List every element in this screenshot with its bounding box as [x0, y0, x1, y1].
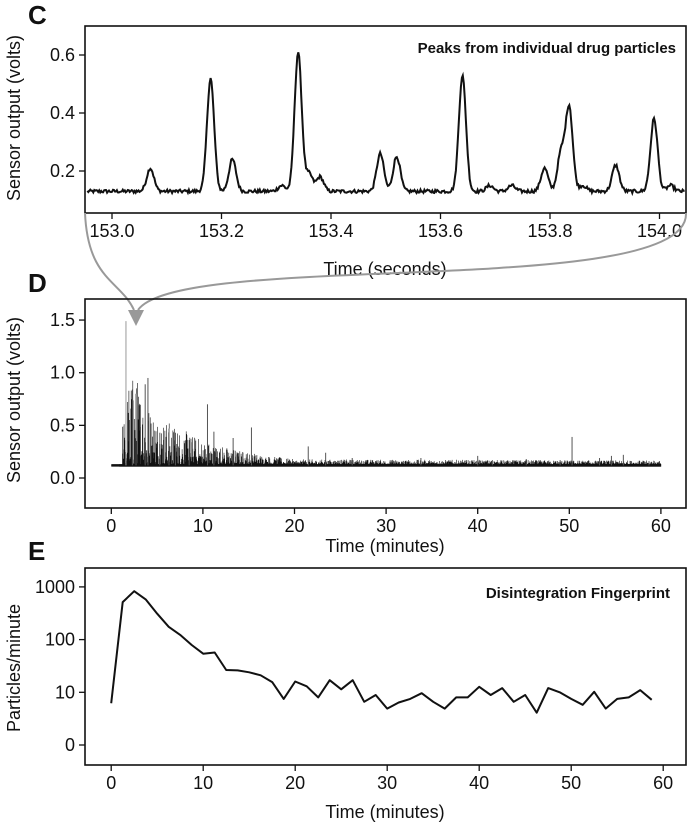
panel-e-title: Disintegration Fingerprint — [486, 585, 670, 602]
panel-label-e: E — [28, 536, 45, 566]
panel-e-ytick-label: 0 — [65, 735, 75, 755]
panel-e-ytick-label: 100 — [45, 630, 75, 650]
panel-d-ylabel: Sensor output (volts) — [4, 317, 24, 483]
panel-c-ytick-label: 0.2 — [50, 161, 75, 181]
panel-c-signal-line — [86, 52, 685, 197]
panel-d-xtick-label: 40 — [468, 516, 488, 536]
panel-d-ytick-label: 1.0 — [50, 363, 75, 383]
panel-c-title: Peaks from individual drug particles — [418, 40, 676, 57]
panel-c-xtick-label: 153.6 — [418, 221, 463, 241]
panel-d-xtick-label: 10 — [193, 516, 213, 536]
panel-c: 153.0 153.2 153.4 153.6 153.8 154.0 0.2 0.4 0.6 — [50, 45, 685, 241]
panel-d-ytick-label: 0.5 — [50, 415, 75, 435]
arrowhead-icon — [128, 310, 144, 326]
panel-e-xtick-label: 50 — [561, 773, 581, 793]
panel-c-ylabel: Sensor output (volts) — [4, 35, 24, 201]
panel-d-xtick-label: 20 — [284, 516, 304, 536]
panel-d-xlabel: Time (minutes) — [325, 536, 444, 556]
panel-d-signal-trace — [111, 380, 662, 467]
panel-d-frame — [84, 298, 687, 509]
panel-e-xtick-label: 20 — [285, 773, 305, 793]
panel-d-xtick-label: 50 — [559, 516, 579, 536]
panel-c-xtick-label: 153.2 — [199, 221, 244, 241]
panel-c-frame — [84, 25, 687, 214]
panel-e-xtick-label: 10 — [193, 773, 213, 793]
panel-e-ylabel: Particles/minute — [4, 604, 24, 732]
panel-e: 0 10 20 30 40 50 60 0 10 100 1000 — [35, 577, 673, 793]
panel-d-xtick-label: 30 — [376, 516, 396, 536]
panel-d-xtick-label: 0 — [106, 516, 116, 536]
panel-c-xtick-label: 153.8 — [527, 221, 572, 241]
panel-e-xtick-label: 40 — [469, 773, 489, 793]
panel-c-xtick-label: 154.0 — [637, 221, 682, 241]
panel-e-xtick-label: 60 — [653, 773, 673, 793]
panel-d: 0 10 20 30 40 50 60 0.0 0.5 1.0 1.5 — [50, 310, 671, 536]
zoom-connector-left — [84, 212, 135, 311]
panel-e-frame — [84, 567, 687, 766]
panel-label-d: D — [28, 268, 47, 298]
panel-e-series-line — [110, 590, 653, 714]
panel-d-xtick-label: 60 — [651, 516, 671, 536]
panel-e-xtick-label: 0 — [106, 773, 116, 793]
panel-e-xtick-label: 30 — [377, 773, 397, 793]
panel-e-ytick-label: 10 — [55, 682, 75, 702]
panel-label-c: C — [28, 0, 47, 30]
panel-d-ytick-label: 1.5 — [50, 310, 75, 330]
panel-e-ytick-label: 1000 — [35, 577, 75, 597]
panel-c-ytick-label: 0.6 — [50, 45, 75, 65]
panel-c-xtick-label: 153.4 — [308, 221, 353, 241]
panel-e-xlabel: Time (minutes) — [325, 802, 444, 822]
zoom-connector-right — [137, 212, 688, 311]
panel-d-ytick-label: 0.0 — [50, 468, 75, 488]
panel-c-xtick-label: 153.0 — [89, 221, 134, 241]
panel-c-ytick-label: 0.4 — [50, 103, 75, 123]
